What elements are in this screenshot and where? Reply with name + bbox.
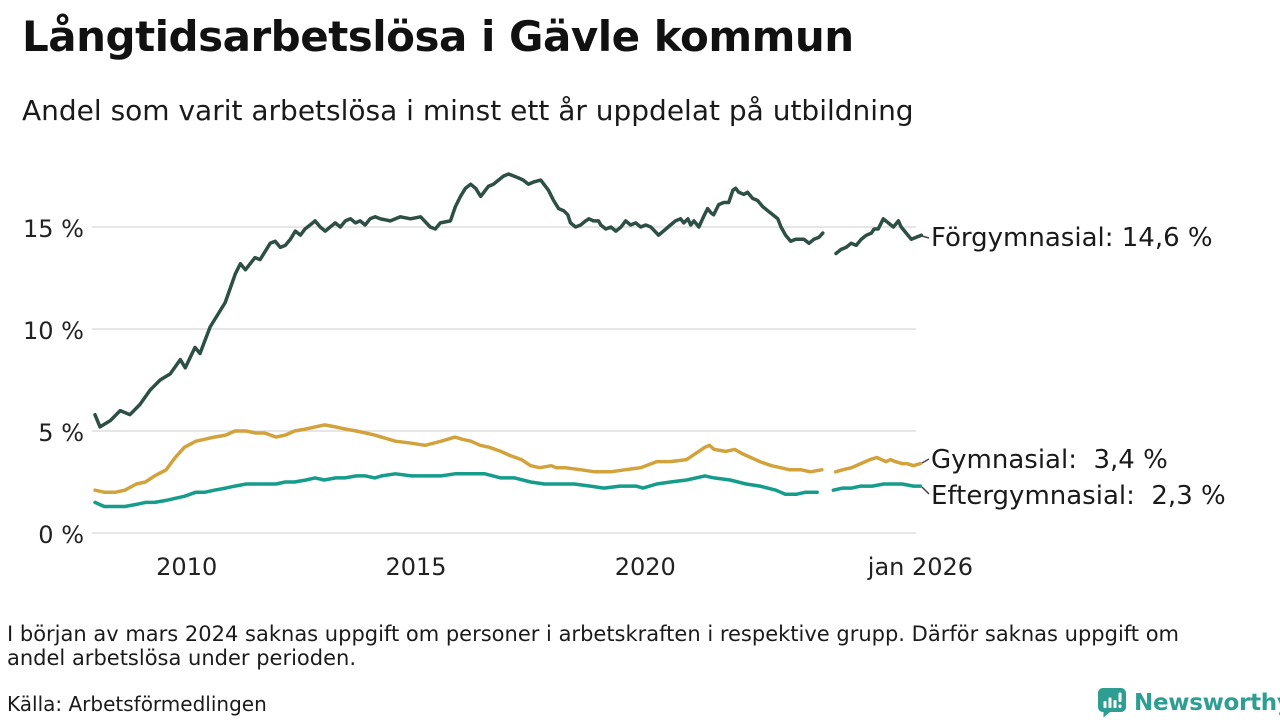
y-axis-tick-label: 5 %	[38, 419, 84, 447]
series-line-gymnasial	[93, 423, 923, 494]
source-attribution: Källa: Arbetsförmedlingen	[7, 692, 267, 716]
y-axis-tick-label: 0 %	[38, 521, 84, 549]
label-connector	[921, 486, 930, 495]
x-axis-tick-label: jan 2026	[867, 553, 974, 581]
series-end-label-forgymnasial: Förgymnasial: 14,6 %	[931, 223, 1213, 253]
series-line-förgymnasial	[93, 172, 924, 429]
footnote: I början av mars 2024 saknas uppgift om …	[7, 622, 1180, 670]
x-axis-tick-label: 2020	[614, 553, 676, 581]
series-end-label-eftergymnasial: Eftergymnasial: 2,3 %	[931, 481, 1226, 511]
label-connector	[921, 458, 930, 464]
chart-subtitle: Andel som varit arbetslösa i minst ett å…	[22, 94, 914, 127]
series-end-label-gymnasial: Gymnasial: 3,4 %	[931, 445, 1168, 475]
x-axis-tick-label: 2015	[385, 553, 447, 581]
newsworthy-logo: Newsworthy	[1097, 687, 1280, 718]
chart-title: Långtidsarbetslösa i Gävle kommun	[22, 12, 854, 61]
y-axis-tick-label: 10 %	[23, 317, 84, 345]
speech-bubble-bar-chart-icon	[1098, 688, 1126, 718]
newsworthy-logo-text: Newsworthy	[1134, 689, 1280, 716]
series-line-eftergymnasial	[93, 472, 923, 509]
x-axis-tick-label: 2010	[156, 553, 218, 581]
label-connector	[921, 235, 930, 239]
y-axis-tick-label: 15 %	[23, 215, 84, 243]
